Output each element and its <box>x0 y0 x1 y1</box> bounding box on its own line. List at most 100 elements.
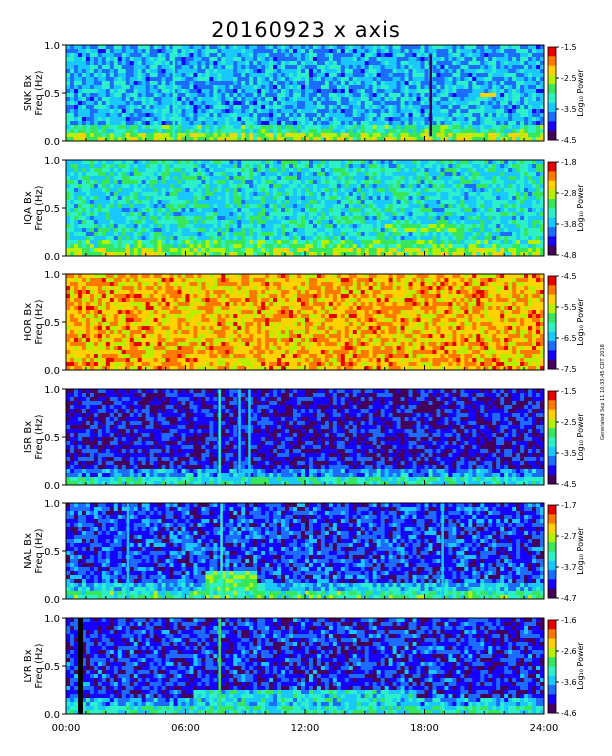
colorbar-step <box>548 467 556 471</box>
panel-lyr: 0.0 0.5 1.0 LYR BxFreq (Hz) -1.6 -2.6 -3.6 -4.6… <box>23 614 585 721</box>
y-axis-label: LYR BxFreq (Hz) <box>23 643 45 688</box>
colorbar-tick-label: -1.8 <box>561 158 577 167</box>
colorbar-step <box>548 208 556 212</box>
colorbar-step <box>548 439 556 443</box>
colorbar-tick-label: -4.6 <box>561 709 577 718</box>
x-tick-label: 00:00 <box>52 723 81 734</box>
colorbar-step <box>548 701 556 705</box>
colorbar-frame <box>547 619 557 714</box>
y-axis-label: HOR BxFreq (Hz) <box>23 299 45 344</box>
colorbar-step <box>548 182 556 186</box>
colorbar-step <box>548 359 556 363</box>
colorbar-tick-label: -4.5 <box>561 480 577 489</box>
colorbar-step <box>548 236 556 240</box>
colorbar-step <box>548 675 556 679</box>
colorbar-step <box>548 546 556 550</box>
colorbar-tick-label: -2.7 <box>561 532 577 541</box>
y-tick-label: 1.0 <box>44 270 60 281</box>
generated-note: Generated Sep 11 10:33:45 CDT 2018 <box>600 344 606 440</box>
colorbar-step <box>548 252 556 256</box>
colorbar-frame <box>547 46 557 141</box>
colorbar-step <box>548 67 556 71</box>
colorbar-step <box>548 404 556 408</box>
colorbar-step <box>548 584 556 587</box>
colorbar-step <box>548 303 556 307</box>
colorbar-step <box>548 437 556 441</box>
colorbar-step <box>548 409 556 413</box>
colorbar-step <box>548 93 556 97</box>
colorbar-step <box>548 549 556 552</box>
colorbar-step <box>548 444 556 448</box>
colorbar-step <box>548 477 556 480</box>
colorbar-tick-label: -3.5 <box>561 105 577 114</box>
colorbar-frame <box>547 504 557 599</box>
y-tick-label: 0.5 <box>44 662 60 673</box>
colorbar-step <box>548 423 556 427</box>
colorbar-tick-label: -6.5 <box>561 334 577 343</box>
colorbar-tick-label: -2.6 <box>561 647 577 656</box>
colorbar-step <box>548 100 556 104</box>
colorbar-step <box>548 472 556 476</box>
colorbar-step <box>548 567 556 571</box>
colorbar-step <box>548 446 556 450</box>
y-tick-label: 1.0 <box>44 614 60 625</box>
colorbar-label: Log₁₀ Power <box>576 413 585 461</box>
colorbar-step <box>548 324 556 328</box>
colorbar-step <box>548 128 556 132</box>
colorbar-step <box>548 694 556 698</box>
colorbar-step <box>548 84 556 87</box>
colorbar-step <box>548 88 556 92</box>
panel-isr: 0.0 0.5 1.0 ISR BxFreq (Hz) -1.5 -2.5 -3.5 -4.5… <box>23 385 585 492</box>
colorbar-step <box>548 194 556 198</box>
feature-line-1 <box>238 389 241 485</box>
heatmap-cells <box>66 160 545 257</box>
colorbar-step <box>548 315 556 319</box>
colorbar-step <box>548 338 556 342</box>
colorbar-step <box>548 657 556 660</box>
colorbar-step <box>548 227 556 230</box>
colorbar-step <box>548 425 556 429</box>
colorbar-step <box>548 63 556 66</box>
colorbar-step <box>548 680 556 684</box>
colorbar-step <box>548 432 556 436</box>
y-axis-label: ISR BxFreq (Hz) <box>23 414 45 459</box>
colorbar-step <box>548 588 556 592</box>
colorbar-step <box>548 229 556 233</box>
colorbar-step <box>548 689 556 693</box>
colorbar-step <box>548 558 556 562</box>
y-tick-label: 1.0 <box>44 156 60 167</box>
colorbar-step <box>548 56 556 60</box>
colorbar-step <box>548 222 556 226</box>
x-tick-label: 06:00 <box>171 723 200 734</box>
colorbar-step <box>548 162 556 165</box>
colorbar-step <box>548 168 556 172</box>
y-tick-label: 0.5 <box>44 433 60 444</box>
colorbar-step <box>548 241 556 244</box>
colorbar-step <box>548 296 556 300</box>
colorbar-step <box>548 673 556 677</box>
y-axis-label: IQA BxFreq (Hz) <box>23 185 45 230</box>
colorbar-step <box>548 537 556 541</box>
colorbar-step <box>548 95 556 99</box>
colorbar-step <box>548 430 556 434</box>
colorbar-step <box>548 107 556 111</box>
colorbar-label: Log₁₀ Power <box>576 69 585 117</box>
feature-line-2 <box>248 389 251 485</box>
colorbar-step <box>548 699 556 702</box>
colorbar-step <box>548 306 556 309</box>
colorbar-step <box>548 544 556 548</box>
colorbar-step <box>548 523 556 527</box>
colorbar-step <box>548 116 556 120</box>
colorbar-step <box>548 507 556 511</box>
colorbar-step <box>548 60 556 64</box>
colorbar-step <box>548 331 556 335</box>
colorbar-step <box>548 350 556 354</box>
colorbar-step <box>548 553 556 557</box>
colorbar-step <box>548 180 556 184</box>
colorbar-step <box>548 521 556 524</box>
colorbar-tick-label: -5.5 <box>561 303 577 312</box>
colorbar-step <box>548 636 556 639</box>
colorbar-step <box>548 206 556 209</box>
colorbar-step <box>548 474 556 478</box>
